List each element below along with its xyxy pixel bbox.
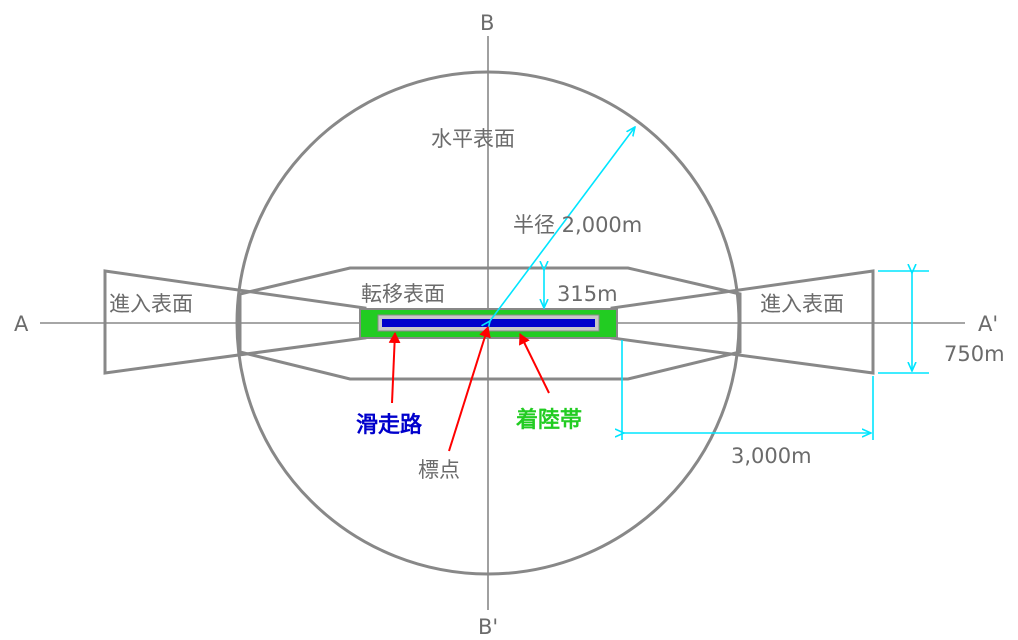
runway-label: 滑走路 (356, 412, 423, 438)
transitional-surface-label: 転移表面 (361, 282, 445, 306)
length-3000-label: 3,000m (731, 444, 812, 468)
axis-b-top-label: B (480, 11, 494, 35)
horizontal-surface-label: 水平表面 (431, 127, 515, 151)
approach-surface-right-label: 進入表面 (760, 292, 844, 316)
landing-strip-label: 着陸帯 (515, 407, 582, 433)
axis-a-left-label: A (14, 312, 29, 336)
radius-dimension (490, 127, 635, 321)
approach-surface-left-label: 進入表面 (109, 292, 193, 316)
landing-strip-pointer-arrow (519, 333, 550, 394)
runway-inner (382, 319, 595, 327)
transitional-surface (238, 266, 742, 381)
reference-point-pointer-arrow (448, 326, 491, 452)
height-315-label: 315m (557, 282, 618, 306)
radius-label: 半径 2,000m (513, 213, 642, 237)
width-750-label: 750m (944, 342, 1005, 366)
approach-surface-left (103, 269, 367, 375)
axis-a-right-label: A' (978, 312, 998, 336)
runway-pointer-arrow (388, 332, 401, 404)
axis-b-bottom-label: B' (478, 615, 498, 639)
reference-point-label: 標点 (418, 458, 460, 482)
approach-surface-right (610, 269, 875, 375)
